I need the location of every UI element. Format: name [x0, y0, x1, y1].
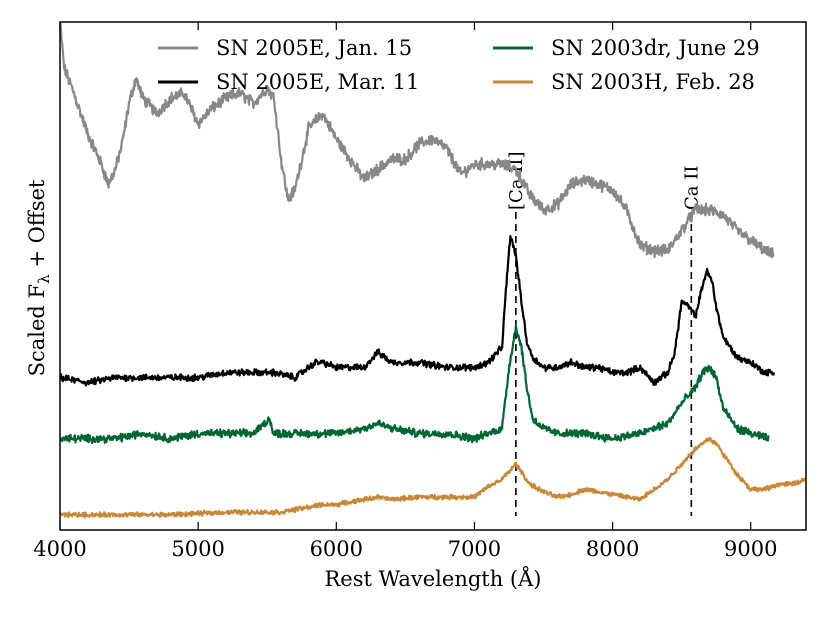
- x-tick-label: 6000: [310, 537, 363, 561]
- annotation-label: Ca II: [681, 166, 702, 210]
- y-axis-title-main: Scaled F: [25, 284, 49, 377]
- x-axis-title: Rest Wavelength (Å): [324, 566, 541, 591]
- y-axis-title: Scaled Fλ + Offset: [25, 179, 53, 376]
- x-tick-label: 5000: [171, 537, 224, 561]
- plot-frame: [59, 21, 807, 531]
- x-tick-label: 9000: [724, 537, 777, 561]
- legend-label: SN 2005E, Mar. 11: [216, 70, 419, 94]
- series-line-2: [60, 324, 770, 444]
- legend: SN 2005E, Jan. 15 SN 2005E, Mar. 11 SN 200…: [158, 36, 760, 94]
- x-tick-label: 8000: [586, 537, 639, 561]
- y-axis-title-tail: + Offset: [25, 179, 49, 274]
- x-tick-label: 7000: [448, 537, 501, 561]
- annotation-label: [Ca II]: [506, 152, 527, 211]
- legend-label: SN 2003dr, June 29: [551, 36, 760, 60]
- series-line-1: [60, 235, 775, 387]
- legend-label: SN 2005E, Jan. 15: [216, 36, 412, 60]
- x-tick-label: 4000: [33, 537, 86, 561]
- legend-label: SN 2003H, Feb. 28: [551, 70, 755, 94]
- series-line-0: [60, 22, 775, 259]
- series-line-3: [60, 436, 806, 519]
- y-axis-title-subscript: λ: [35, 274, 53, 284]
